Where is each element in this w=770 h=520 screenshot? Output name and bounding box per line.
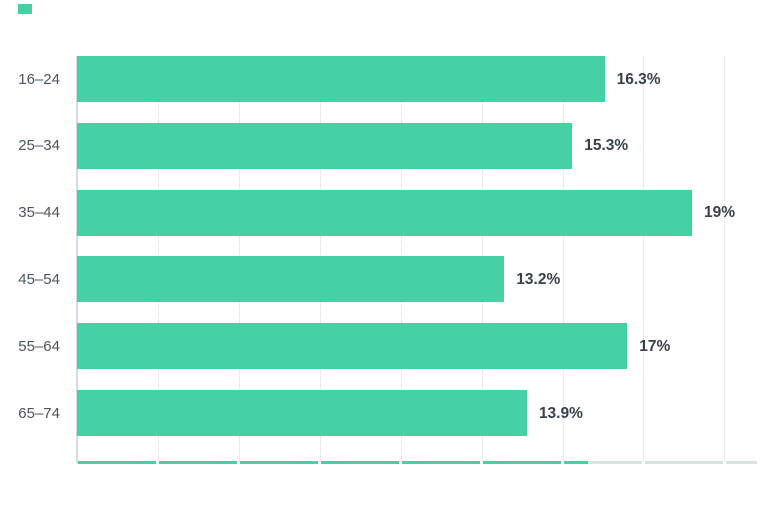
gridline	[562, 56, 564, 463]
category-label: 55–64	[18, 337, 60, 355]
value-label: 15.3%	[584, 137, 629, 155]
value-label: 17%	[639, 337, 671, 355]
bar[interactable]	[77, 189, 693, 236]
value-label: 13.9%	[538, 404, 583, 422]
category-label: 16–24	[18, 70, 60, 88]
bar[interactable]	[77, 256, 505, 303]
baseline-gap	[641, 461, 645, 464]
value-label: 13.2%	[516, 270, 561, 288]
baseline-gap	[480, 461, 484, 464]
bar[interactable]	[77, 56, 605, 102]
value-label: 16.3%	[616, 70, 661, 88]
category-label: 35–44	[18, 204, 60, 222]
baseline-gap	[561, 461, 565, 464]
gridline	[724, 56, 726, 463]
bar[interactable]	[77, 323, 628, 370]
bar[interactable]	[77, 390, 527, 436]
baseline-gap	[318, 461, 322, 464]
category-label: 45–54	[18, 270, 60, 288]
brand-square-icon	[18, 4, 32, 14]
baseline-gap	[156, 461, 160, 464]
value-label: 19%	[704, 204, 736, 222]
category-label: 25–34	[18, 137, 60, 155]
bar[interactable]	[77, 122, 573, 169]
category-label: 65–74	[18, 404, 60, 422]
gridline	[643, 56, 645, 463]
baseline-teal-segment	[78, 461, 588, 464]
baseline-gap	[399, 461, 403, 464]
baseline-gap	[722, 461, 726, 464]
baseline-gap	[237, 461, 241, 464]
